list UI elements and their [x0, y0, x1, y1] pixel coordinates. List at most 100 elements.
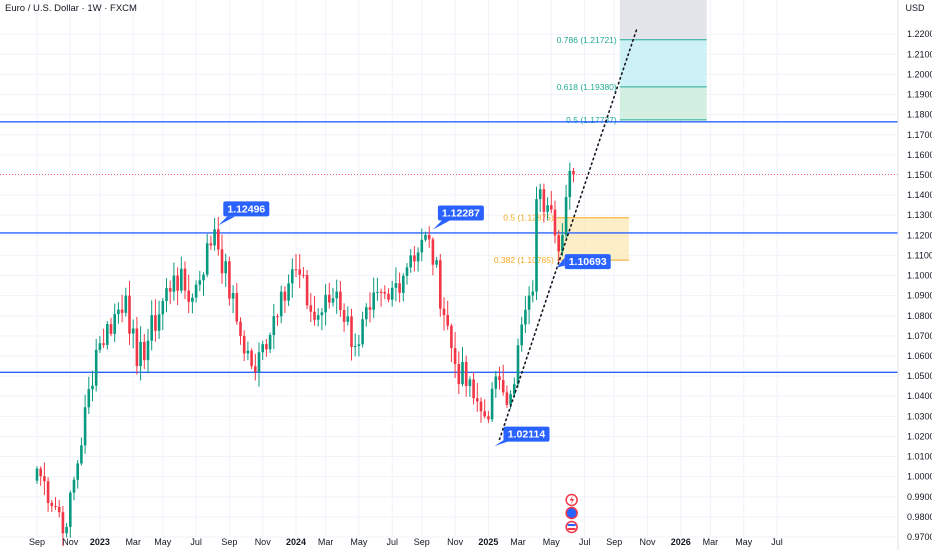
candle-body — [457, 364, 461, 385]
candle-body — [420, 239, 424, 253]
price-tick-label: 0.97000 — [907, 532, 932, 542]
candle-body — [331, 298, 335, 303]
candle-body — [80, 445, 83, 464]
time-tick-label: Nov — [255, 537, 272, 547]
candle-body — [309, 305, 313, 312]
candle-body — [217, 229, 220, 250]
candle-body — [376, 291, 379, 293]
candle-body — [294, 269, 298, 271]
candle-body — [398, 283, 401, 293]
candle-body — [69, 492, 72, 527]
candle-body — [102, 343, 105, 345]
price-tick-label: 1.05000 — [907, 371, 932, 381]
candle-body — [235, 293, 239, 322]
candle-body — [246, 350, 250, 354]
time-tick-label: Jul — [771, 537, 783, 547]
price-tick-label: 1.12000 — [907, 230, 932, 240]
candle-body — [109, 324, 113, 334]
candle-body — [513, 384, 516, 395]
event-icons — [565, 493, 578, 534]
price-tick-label: 1.09000 — [907, 291, 932, 301]
candle-body — [224, 261, 227, 274]
us-event-icon — [565, 520, 578, 534]
candle-body — [479, 401, 483, 412]
fib-zones: 0.382 (1.10765) 0.5 (1.12875) 0.5 (1.17737… — [494, 0, 707, 265]
time-tick-label: Mar — [125, 537, 141, 547]
candle-body — [57, 506, 61, 513]
time-tick-label: May — [154, 537, 172, 547]
time-tick-label: May — [735, 537, 753, 547]
candle-body — [283, 291, 287, 301]
candle-body — [365, 307, 368, 320]
time-tick-label: 2026 — [671, 537, 691, 547]
candle-body — [205, 243, 209, 275]
time-tick-label: Mar — [318, 537, 334, 547]
price-tick-label: 1.14000 — [907, 190, 932, 200]
candle-body — [328, 294, 331, 303]
time-axis[interactable]: Sep Nov 2023 Mar May Jul Sep Nov 2024 Mar May Jul Se… — [29, 537, 783, 547]
candle-body — [157, 314, 161, 331]
time-tick-label: Sep — [221, 537, 237, 547]
candle-body — [265, 344, 268, 350]
us-flag-stripe — [567, 524, 576, 526]
candle-body — [76, 463, 79, 480]
candle-body — [113, 314, 116, 334]
price-tick-label: 1.06000 — [907, 351, 932, 361]
candle-body — [305, 274, 309, 306]
candle-body — [276, 316, 279, 318]
candle-body — [198, 280, 202, 285]
candle-body — [490, 388, 494, 420]
candle-body — [209, 243, 213, 246]
candle-body — [291, 269, 294, 284]
candle-body — [46, 481, 50, 503]
price-tick-label: 1.13000 — [907, 210, 932, 220]
candle-body — [527, 295, 531, 310]
candle-body — [535, 199, 538, 292]
candle-body — [498, 376, 501, 381]
price-axis[interactable]: 0.97000 0.98000 0.99000 1.00000 1.01000 1.020… — [907, 29, 932, 542]
candle-body — [254, 366, 257, 373]
candle-body — [161, 301, 165, 315]
candle-body — [154, 315, 157, 331]
candle-body — [531, 291, 535, 296]
price-callouts: 1.12496 1.12287 1.10693 1.02114 — [218, 201, 611, 447]
callout-pointer — [432, 220, 450, 230]
candle-body — [561, 234, 564, 252]
candle-body — [424, 234, 427, 240]
time-tick-label: Nov — [447, 537, 464, 547]
time-tick-label: Nov — [639, 537, 656, 547]
candle-body — [568, 170, 572, 198]
fib-retracement-label: 0.382 (1.10765) — [494, 255, 554, 265]
callout-label: 1.10693 — [569, 256, 607, 268]
candle-body — [353, 345, 357, 347]
candle-body — [165, 288, 168, 302]
candle-body — [446, 315, 449, 326]
callout-box — [503, 426, 550, 442]
time-tick-label: May — [543, 537, 561, 547]
candle-body — [176, 275, 179, 291]
time-tick-label: Jul — [386, 537, 398, 547]
candle-body — [239, 321, 242, 336]
candle-body — [538, 189, 542, 200]
candle-body — [120, 309, 124, 313]
candle-body — [520, 324, 523, 346]
candle-body — [143, 341, 146, 361]
fib-extension-zone — [619, 39, 707, 87]
candle-body — [146, 340, 150, 361]
candle-body — [131, 328, 135, 334]
candle-body — [106, 324, 109, 345]
candle-body — [505, 392, 509, 405]
candle-body — [546, 205, 549, 212]
time-tick-label: Sep — [29, 537, 45, 547]
projection-trendline — [498, 29, 638, 441]
price-axis-bg — [898, 0, 932, 550]
candle-body — [135, 328, 139, 367]
candle-body — [261, 344, 264, 353]
candle-body — [94, 349, 98, 386]
candle-body — [180, 268, 183, 291]
candle-body — [324, 294, 327, 313]
candle-body — [516, 345, 520, 385]
price-tick-label: 1.08000 — [907, 311, 932, 321]
candle-body — [320, 312, 324, 316]
